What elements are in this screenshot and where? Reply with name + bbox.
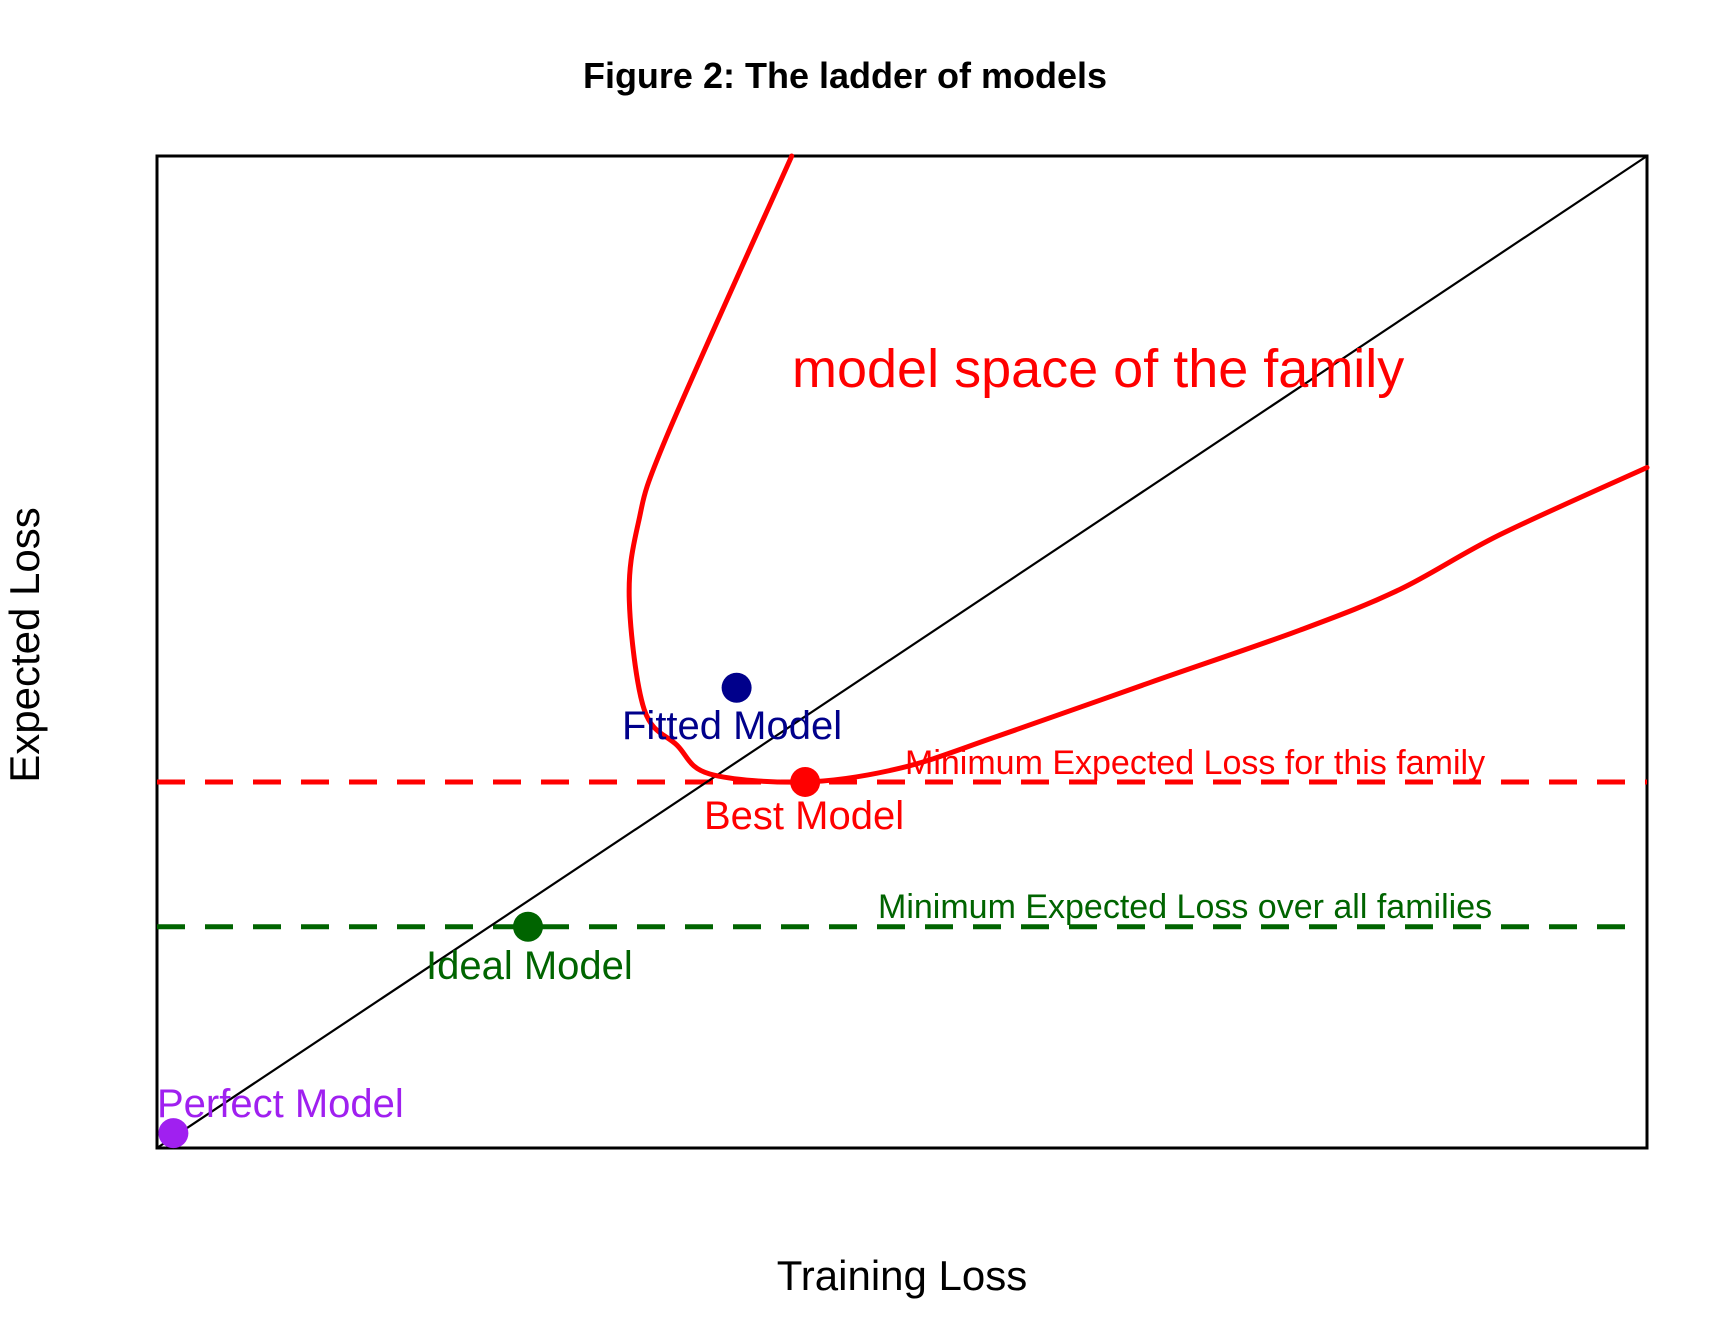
- best-model-point: [790, 766, 821, 797]
- x-axis-label: Training Loss: [776, 1252, 1028, 1299]
- figure-title: Figure 2: The ladder of models: [582, 55, 1108, 96]
- best-model-label: Best Model: [704, 794, 905, 838]
- diagonal-line: [156, 155, 1648, 1149]
- plot-frame: [155, 154, 1649, 1150]
- ideal-model-label: Ideal Model: [426, 944, 633, 988]
- ideal-model-point: [513, 911, 544, 942]
- min-expected-loss-all-families-label: Minimum Expected Loss over all families: [878, 888, 1493, 926]
- fitted-model-point: [721, 672, 752, 703]
- perfect-model-point: [158, 1118, 189, 1149]
- model-space-annotation: model space of the family: [792, 339, 1405, 399]
- fitted-model-label: Fitted Model: [622, 704, 843, 748]
- model-space-curve: [626, 153, 1650, 785]
- min-expected-loss-family-label: Minimum Expected Loss for this family: [905, 744, 1486, 782]
- perfect-model-label: Perfect Model: [157, 1082, 404, 1126]
